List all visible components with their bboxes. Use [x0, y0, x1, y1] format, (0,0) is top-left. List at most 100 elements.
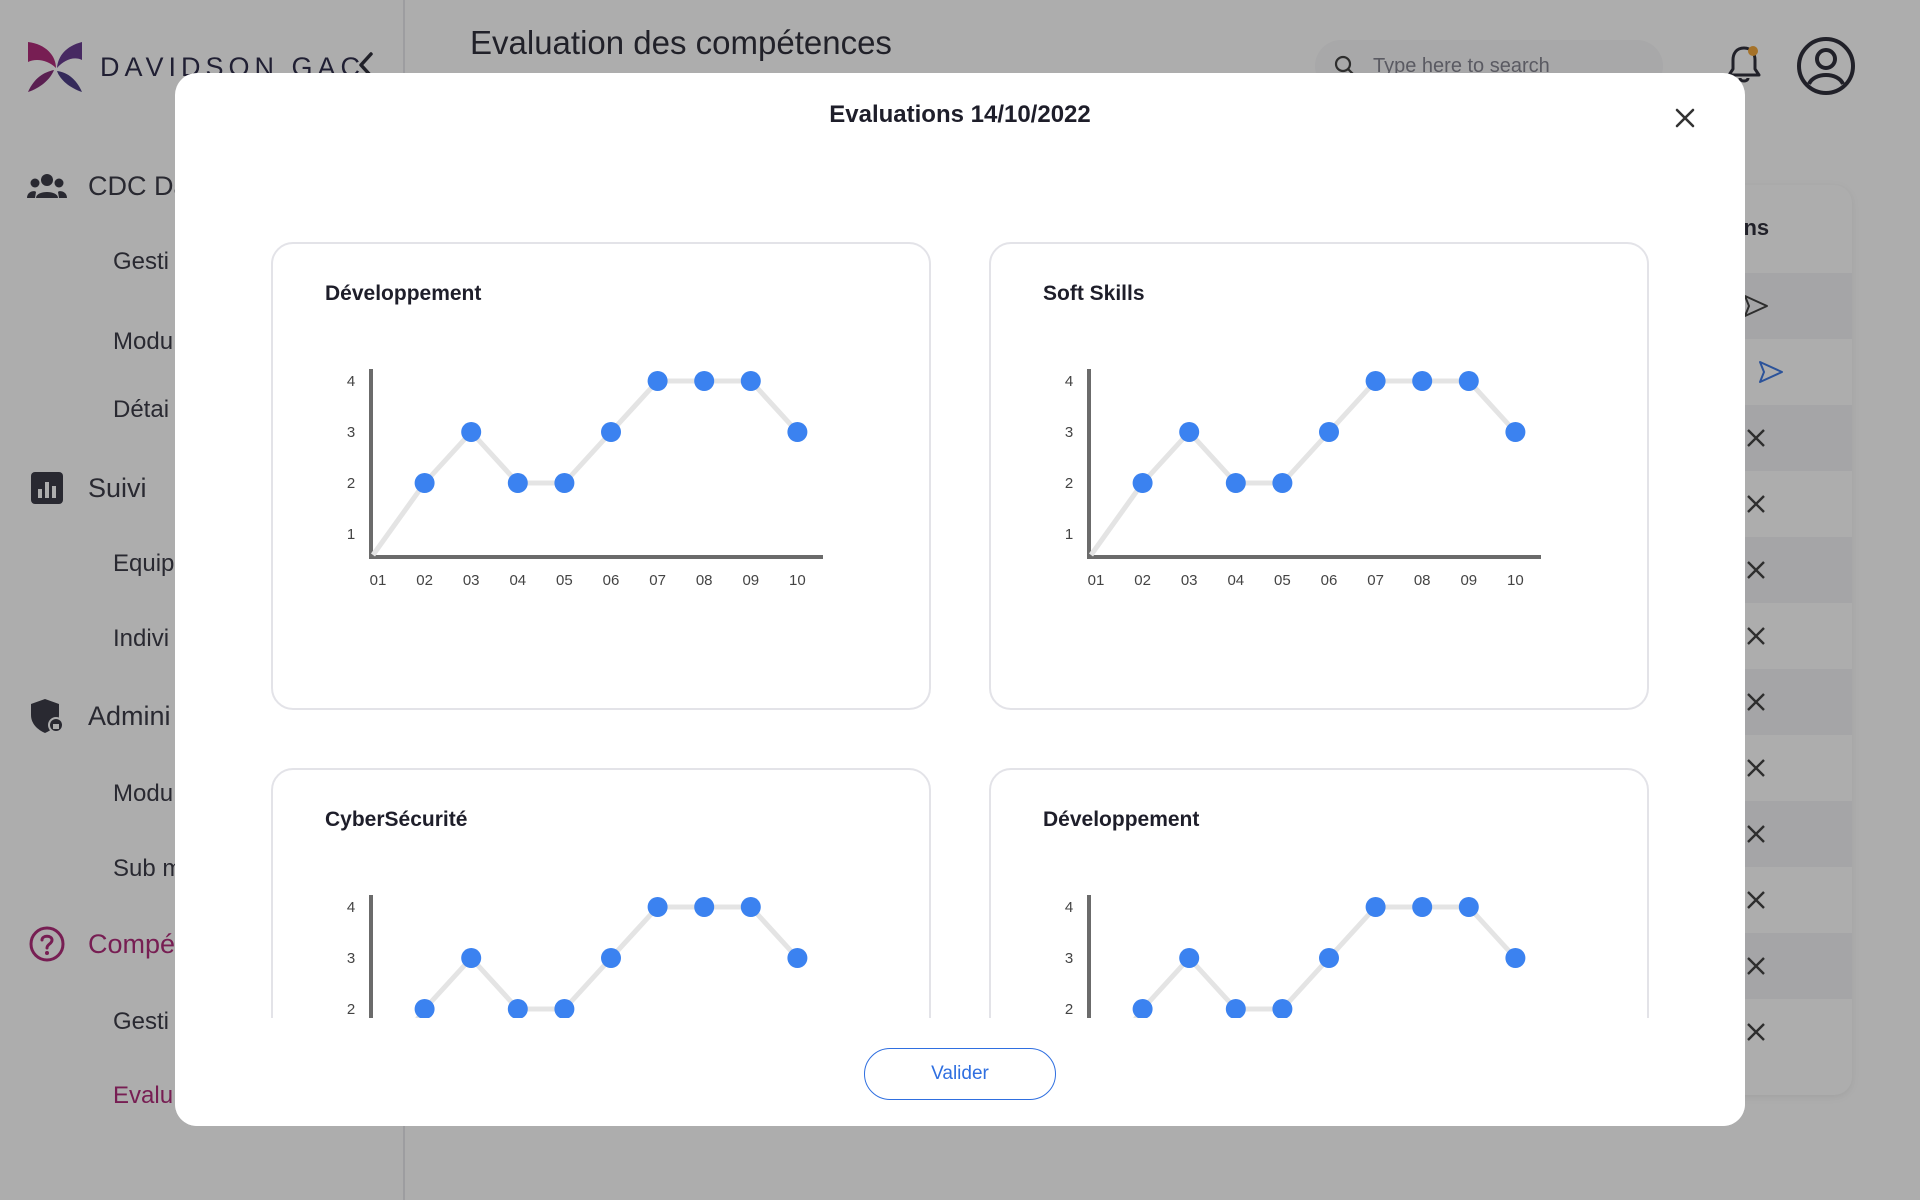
data-point	[787, 948, 808, 968]
sidebar-section-label: Admini	[88, 700, 171, 731]
validate-button[interactable]: Valider	[864, 1048, 1056, 1100]
close-icon[interactable]	[1743, 821, 1769, 847]
close-icon[interactable]	[1743, 953, 1769, 979]
x-tick-label: 08	[1414, 572, 1431, 589]
chart-title: Développement	[1043, 808, 1200, 831]
help-circle-icon	[26, 923, 68, 965]
sidebar-item-gestion-competences[interactable]: Gesti	[113, 1008, 170, 1035]
close-icon[interactable]	[1743, 689, 1769, 715]
close-icon[interactable]	[1743, 887, 1769, 913]
sidebar-item-equipe[interactable]: Equip	[113, 550, 175, 577]
sidebar-section-label: CDC Da	[88, 170, 189, 201]
sidebar-item-sub-modules[interactable]: Sub m	[113, 855, 183, 882]
data-point	[461, 948, 482, 968]
x-tick-label: 04	[509, 572, 526, 589]
chart-card: Développement 1 2 3 4 01 02 03 04 05 06 07 08 09 10	[271, 242, 931, 710]
chart-title: Soft Skills	[1043, 282, 1145, 305]
data-point	[1505, 422, 1526, 442]
sidebar-section-competences[interactable]: Compé	[26, 923, 175, 965]
series-line	[1088, 904, 1518, 1083]
data-point	[1225, 999, 1246, 1019]
sidebar-section-label: Compé	[88, 928, 176, 959]
y-tick-label: 4	[347, 899, 355, 916]
line-chart: 1 2 3 4 01 02 03 04 05 06 07 08 09 10	[1065, 369, 1541, 589]
sidebar-item-gestion[interactable]: Gesti	[113, 248, 170, 275]
group-icon	[26, 165, 68, 207]
data-point	[740, 371, 761, 391]
x-tick-label: 09	[1460, 572, 1477, 589]
table-row	[1560, 735, 1852, 801]
data-point	[1412, 371, 1433, 391]
sidebar-section-suivi[interactable]: Suivi	[26, 467, 147, 509]
data-point	[414, 473, 435, 493]
close-icon[interactable]	[1743, 1019, 1769, 1045]
data-point	[554, 473, 575, 493]
data-point	[1458, 897, 1479, 917]
y-tick-label: 3	[347, 950, 355, 967]
y-tick-label: 3	[1065, 950, 1073, 967]
table-row	[1560, 603, 1852, 669]
x-tick-label: 04	[1227, 572, 1244, 589]
x-tick-label: 05	[1274, 572, 1291, 589]
data-point	[1179, 948, 1200, 968]
data-point	[1132, 999, 1153, 1019]
sidebar-item-details[interactable]: Détai	[113, 396, 170, 423]
modal-footer: Valider	[175, 1018, 1745, 1126]
close-icon[interactable]	[1743, 425, 1769, 451]
page-title: Evaluation des compétences	[470, 24, 892, 61]
chart-title: CyberSécurité	[325, 808, 468, 831]
data-point	[647, 897, 668, 917]
data-point	[1365, 371, 1386, 391]
chart-title: Développement	[325, 282, 482, 305]
data-point	[1179, 422, 1200, 442]
y-tick-label: 2	[1065, 1001, 1073, 1018]
table-row	[1560, 339, 1852, 405]
notification-dot	[1748, 46, 1758, 56]
close-icon[interactable]	[1670, 103, 1700, 133]
sidebar-section-administration[interactable]: Admini	[26, 695, 171, 737]
y-tick-label: 2	[1065, 475, 1073, 492]
user-avatar-icon[interactable]	[1796, 36, 1856, 96]
x-tick-label: 06	[1321, 572, 1338, 589]
data-point	[601, 948, 621, 968]
sidebar-item-modules[interactable]: Modu	[113, 328, 174, 355]
series-line	[1088, 378, 1518, 557]
data-point	[1505, 948, 1526, 968]
sidebar-section-cdc[interactable]: CDC Da	[26, 165, 189, 207]
modal-body[interactable]: Développement 1 2 3 4 01 02 03 04 05 06 07 08 09 10 S…	[175, 168, 1745, 1093]
x-tick-label: 10	[1507, 572, 1524, 589]
x-tick-label: 09	[742, 572, 759, 589]
y-tick-label: 4	[1065, 899, 1073, 916]
sidebar-item-individuel[interactable]: Indivi	[113, 625, 170, 652]
sidebar-item-modules-admin[interactable]: Modu	[113, 780, 174, 807]
send-icon[interactable]	[1758, 359, 1784, 385]
close-icon[interactable]	[1743, 491, 1769, 517]
data-point	[1458, 371, 1479, 391]
search-input[interactable]	[1373, 54, 1643, 78]
data-point	[1272, 473, 1293, 493]
y-tick-label: 3	[347, 424, 355, 441]
data-point	[647, 371, 668, 391]
y-tick-label: 4	[347, 373, 355, 390]
data-point	[1319, 948, 1339, 968]
x-tick-label: 01	[1088, 572, 1105, 589]
send-icon[interactable]	[1743, 293, 1769, 319]
y-tick-label: 2	[347, 475, 355, 492]
data-point	[461, 422, 482, 442]
data-point	[1225, 473, 1246, 493]
data-point	[694, 371, 715, 391]
data-point	[601, 422, 621, 442]
x-tick-label: 06	[603, 572, 620, 589]
x-tick-label: 07	[1367, 572, 1384, 589]
sidebar-item-evaluations[interactable]: Evalu	[113, 1082, 174, 1109]
x-tick-label: 03	[463, 572, 480, 589]
close-icon[interactable]	[1743, 755, 1769, 781]
close-icon[interactable]	[1743, 623, 1769, 649]
data-point	[1272, 999, 1293, 1019]
data-point	[740, 897, 761, 917]
close-icon[interactable]	[1743, 557, 1769, 583]
chevron-left-icon[interactable]	[352, 48, 380, 82]
x-tick-label: 10	[789, 572, 806, 589]
x-tick-label: 07	[649, 572, 666, 589]
y-tick-label: 4	[1065, 373, 1073, 390]
